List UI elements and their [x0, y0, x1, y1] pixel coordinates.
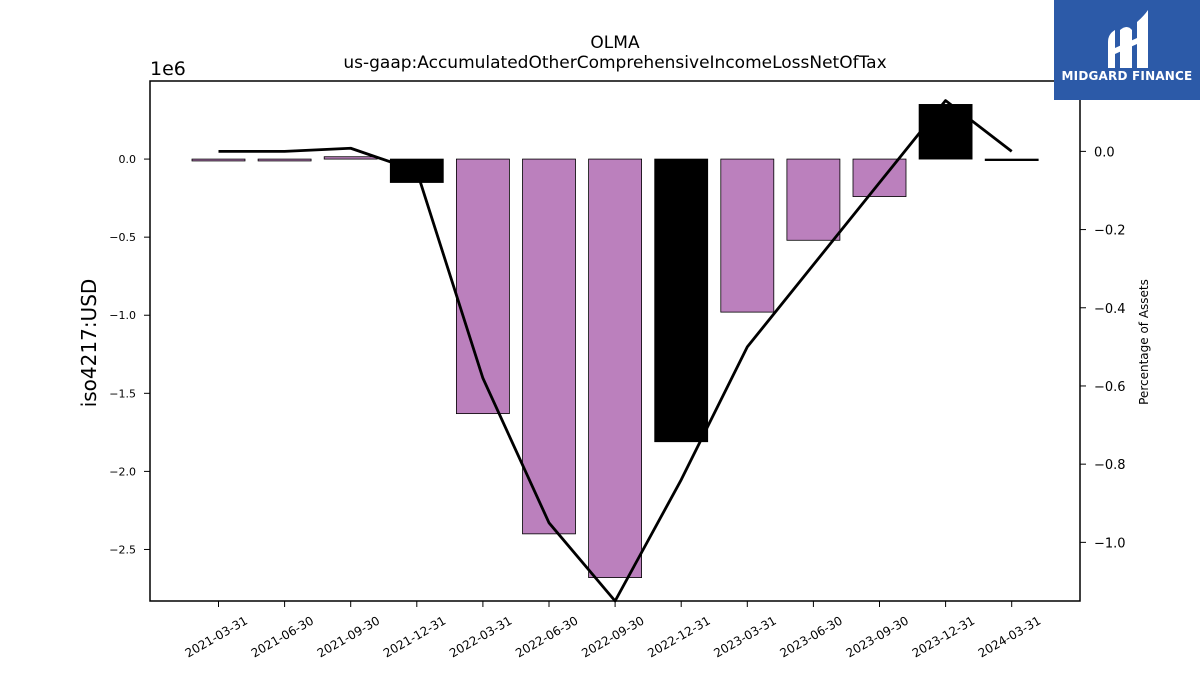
- bar: [852, 158, 907, 197]
- chart-subtitle: us-gaap:AccumulatedOtherComprehensiveInc…: [343, 53, 886, 73]
- y-tick-label: −1.0: [109, 309, 136, 322]
- bar: [918, 104, 973, 160]
- plot-frame: [149, 80, 1081, 602]
- x-tick-label: 2022-12-31: [645, 613, 712, 660]
- bar: [257, 158, 312, 162]
- bars-layer: [191, 104, 1039, 578]
- y2-tick-label: 0.0: [1094, 145, 1115, 160]
- x-tick-label: 2023-06-30: [777, 613, 844, 660]
- y-tick-label: −1.5: [109, 387, 136, 400]
- bar: [654, 158, 709, 443]
- chart-title: OLMA: [590, 33, 640, 53]
- x-tick-label: 2022-09-30: [579, 613, 646, 660]
- x-tick-label: 2021-03-31: [183, 613, 250, 660]
- y-tick-label: −2.0: [109, 465, 136, 478]
- y2-tick-label: −0.6: [1094, 380, 1126, 395]
- y2-tick-label: −0.8: [1094, 458, 1126, 473]
- y2-axis-label: Percentage of Assets: [1137, 279, 1151, 405]
- x-tick-label: 2023-03-31: [711, 613, 778, 660]
- y2-tick-label: −1.0: [1094, 536, 1126, 551]
- bar: [455, 158, 510, 415]
- y2-tick-label: −0.4: [1094, 302, 1126, 317]
- bar: [323, 156, 378, 160]
- x-tick-label: 2021-06-30: [249, 613, 316, 660]
- x-tick-label: 2021-12-31: [381, 613, 448, 660]
- y-tick-label: 0.0: [119, 153, 137, 166]
- y-axis-label: iso4217:USD: [77, 279, 101, 408]
- bar: [522, 158, 576, 535]
- y-tick-label: −2.5: [109, 543, 136, 556]
- y2-tick-label: −0.2: [1094, 224, 1126, 239]
- y-multiplier: 1e6: [150, 58, 186, 80]
- x-tick-label: 2022-06-30: [513, 613, 580, 660]
- y-ticks: 0.0 −0.5 −1.0 −1.5 −2.0 −2.5: [109, 153, 150, 556]
- bar: [588, 158, 642, 578]
- x-tick-label: 2022-03-31: [447, 613, 514, 660]
- bar: [720, 158, 775, 313]
- bar: [191, 158, 246, 162]
- x-ticks: 2021-03-312021-06-302021-09-302021-12-31…: [183, 601, 1043, 660]
- y2-ticks: 0.0 −0.2 −0.4 −0.6 −0.8 −1.0: [1080, 145, 1126, 551]
- logo-mark-icon: [1108, 10, 1148, 68]
- y-tick-label: −0.5: [109, 231, 136, 244]
- x-tick-label: 2024-03-31: [976, 613, 1043, 660]
- x-tick-label: 2021-09-30: [315, 613, 382, 660]
- x-tick-label: 2023-09-30: [844, 613, 911, 660]
- brand-logo: MIDGARD FINANCE: [1054, 0, 1200, 100]
- bar: [786, 158, 841, 241]
- bar: [984, 158, 1039, 161]
- x-tick-label: 2023-12-31: [910, 613, 977, 660]
- logo-text: MIDGARD FINANCE: [1061, 69, 1193, 83]
